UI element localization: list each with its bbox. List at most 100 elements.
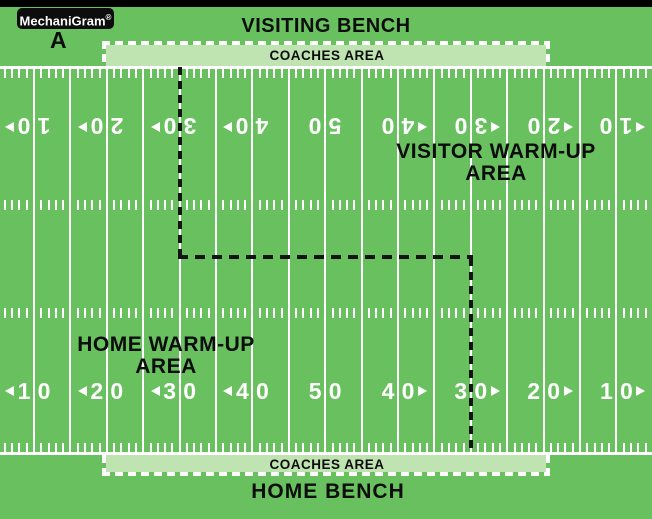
hash-mark: [84, 308, 86, 318]
hash-mark: [375, 443, 378, 452]
hash-mark: [564, 69, 567, 78]
hash-mark: [462, 308, 465, 318]
hash-mark: [25, 200, 28, 210]
hash-mark: [258, 443, 261, 452]
hash-mark: [382, 443, 385, 452]
hash-mark: [600, 308, 603, 318]
yard-number-digit-inverted: 0: [17, 113, 31, 139]
hash-mark: [440, 308, 443, 318]
hash-mark: [520, 308, 523, 318]
hash-mark: [309, 200, 312, 210]
hash-mark: [280, 308, 283, 318]
yard-number-digit: 0: [183, 378, 196, 404]
hash-mark: [98, 308, 101, 318]
hash-mark: [520, 69, 523, 78]
hash-mark: [622, 443, 625, 452]
hash-mark: [302, 69, 305, 78]
yard-line: [397, 67, 399, 453]
hash-mark: [549, 69, 552, 78]
yard-line: [579, 67, 581, 453]
hash-mark: [200, 308, 203, 318]
hash-mark: [346, 443, 348, 452]
hash-mark: [630, 69, 632, 78]
hash-mark: [193, 443, 196, 452]
hash-mark: [630, 200, 632, 210]
warmup-divider-left-segment: [178, 67, 182, 258]
hash-mark: [630, 308, 632, 318]
hash-mark: [440, 443, 443, 452]
hash-mark: [382, 69, 385, 78]
hash-mark: [236, 200, 239, 210]
bottom-coaches-area-border-left: [102, 455, 106, 476]
hash-mark: [222, 200, 225, 210]
hash-mark: [185, 69, 188, 78]
hash-mark: [535, 200, 538, 210]
hash-mark: [113, 69, 116, 78]
hash-mark: [644, 308, 647, 318]
hash-mark: [353, 200, 356, 210]
hash-mark: [25, 308, 28, 318]
bottom-coaches-area-label: COACHES AREA: [269, 457, 385, 472]
hash-mark: [25, 443, 28, 452]
hash-mark: [244, 69, 247, 78]
hash-mark: [448, 443, 450, 452]
yard-number-digit: 4: [381, 378, 395, 404]
hash-mark: [498, 443, 501, 452]
hash-mark: [630, 443, 632, 452]
hash-mark: [98, 200, 101, 210]
hash-mark: [338, 443, 341, 452]
hash-mark: [302, 443, 305, 452]
hash-mark: [76, 443, 79, 452]
yard-line: [542, 67, 545, 453]
yard-line: [251, 67, 254, 453]
hash-mark: [127, 443, 130, 452]
hash-mark: [484, 69, 487, 78]
bottom-coaches-area-strip: [106, 455, 546, 472]
hash-mark: [331, 443, 334, 452]
hash-mark: [513, 69, 516, 78]
hash-mark: [564, 200, 567, 210]
hash-mark: [171, 200, 174, 210]
hash-mark: [316, 200, 319, 210]
yard-line: [105, 67, 108, 453]
hash-mark: [353, 443, 356, 452]
hash-mark: [91, 69, 94, 78]
yard-line: [615, 67, 618, 453]
hash-mark: [426, 69, 429, 78]
goal-direction-arrow-icon: [418, 122, 427, 132]
hash-mark: [411, 443, 414, 452]
hash-mark: [389, 69, 392, 78]
hash-mark: [113, 200, 116, 210]
yard-number-digit-inverted: 0: [381, 113, 395, 139]
goal-direction-arrow-icon: [490, 122, 500, 132]
yard-number-digit: 1: [599, 378, 613, 404]
hash-mark: [448, 200, 450, 210]
hash-mark: [455, 443, 458, 452]
hash-mark: [98, 443, 101, 452]
hash-mark: [54, 443, 57, 452]
goal-direction-arrow-icon: [223, 122, 233, 132]
yard-number-digit: 0: [619, 378, 633, 404]
hash-mark: [273, 443, 276, 452]
hash-mark: [164, 69, 166, 78]
hash-mark: [375, 200, 378, 210]
hash-mark: [513, 308, 516, 318]
hash-mark: [331, 308, 334, 318]
hash-mark: [11, 69, 14, 78]
hash-mark: [229, 200, 232, 210]
goal-direction-arrow-icon: [5, 386, 14, 396]
hash-mark: [149, 69, 152, 78]
hash-mark: [18, 200, 21, 210]
hash-mark: [404, 443, 407, 452]
hash-mark: [418, 443, 421, 452]
hash-mark: [455, 308, 458, 318]
hash-mark: [622, 69, 625, 78]
hash-mark: [491, 200, 494, 210]
hash-mark: [229, 308, 232, 318]
hash-mark: [426, 200, 429, 210]
goal-direction-arrow-icon: [490, 386, 500, 396]
goal-direction-arrow-icon: [636, 386, 646, 396]
hash-mark: [244, 308, 247, 318]
yard-number-digit-inverted: 5: [328, 113, 342, 139]
hash-mark: [557, 443, 560, 452]
